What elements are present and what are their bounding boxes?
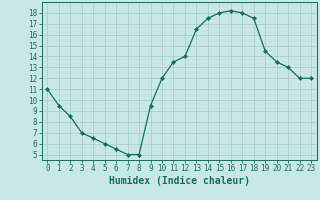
X-axis label: Humidex (Indice chaleur): Humidex (Indice chaleur) (109, 176, 250, 186)
